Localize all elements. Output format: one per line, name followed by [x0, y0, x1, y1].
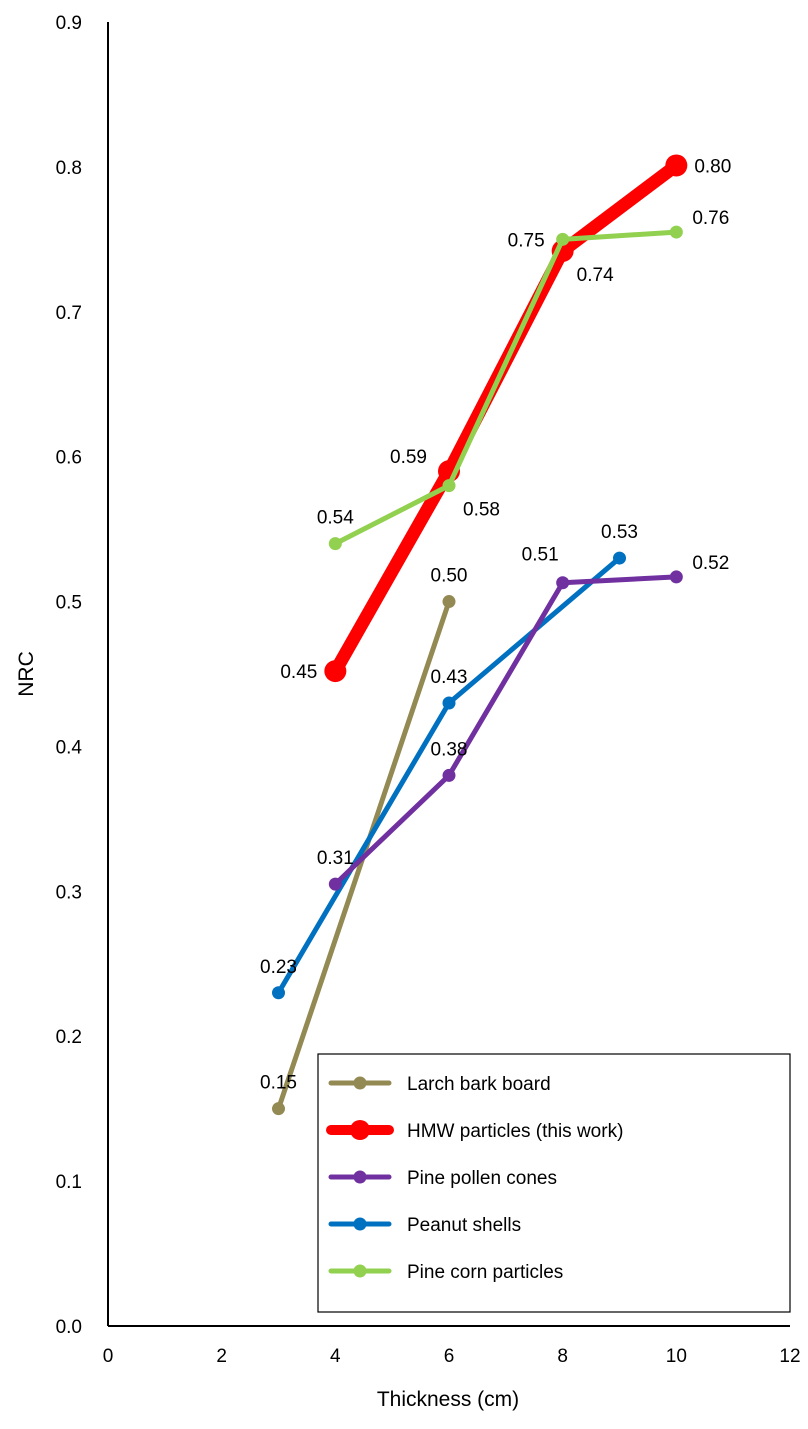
x-tick-label: 12: [779, 1346, 800, 1367]
legend-label: Pine pollen cones: [407, 1168, 557, 1189]
series-line: [332, 574, 679, 887]
data-label: 0.80: [694, 156, 731, 177]
series-line: [332, 229, 679, 547]
x-tick-label: 10: [666, 1346, 687, 1367]
x-tick-label: 4: [330, 1346, 341, 1367]
data-point: [556, 576, 570, 590]
data-labels: 0.15 0.50 0.45 0.59 0.74 0.80 0.31 0.38 0.51 0.52…: [260, 156, 731, 1093]
legend-label: HMW particles (this work): [407, 1121, 623, 1142]
data-label: 0.51: [522, 545, 559, 566]
legend-swatch-marker: [353, 1217, 367, 1231]
series-pine-pollen-cones: [328, 570, 683, 891]
data-point: [669, 225, 683, 239]
legend-item-hmw-particles-this-work: HMW particles (this work): [326, 1120, 623, 1142]
y-tick-label: 0.6: [56, 448, 82, 469]
y-tick-label: 0.8: [56, 158, 82, 179]
series-line: [328, 158, 683, 678]
y-tick-label: 0.7: [56, 303, 82, 324]
data-label: 0.59: [390, 447, 427, 468]
y-tick-label: 0.1: [56, 1172, 82, 1193]
legend-box: [317, 1053, 791, 1313]
y-tick-label: 0.4: [56, 737, 83, 758]
y-tick-label: 0.3: [56, 882, 82, 903]
legend-swatch-marker: [350, 1120, 370, 1140]
data-label: 0.52: [692, 553, 729, 574]
legend-label: Larch bark board: [407, 1074, 551, 1095]
y-tick-label: 0.9: [56, 13, 82, 34]
data-label: 0.53: [601, 522, 638, 543]
x-axis-title: Thickness (cm): [377, 1388, 519, 1411]
x-tick-label: 6: [444, 1346, 455, 1367]
data-label: 0.54: [317, 508, 354, 529]
data-label: 0.45: [280, 662, 317, 683]
data-point: [442, 595, 456, 609]
data-label: 0.74: [577, 265, 614, 286]
legend: Larch bark board HMW particles (this work…: [317, 1053, 791, 1313]
series-pine-corn-particles: [328, 225, 683, 551]
data-label: 0.31: [317, 848, 354, 869]
x-tick-label: 0: [103, 1346, 114, 1367]
data-label: 0.50: [431, 566, 468, 587]
x-tick-label: 2: [216, 1346, 227, 1367]
x-tick-label: 8: [557, 1346, 568, 1367]
y-tick-label: 0.0: [56, 1317, 82, 1338]
data-label: 0.23: [260, 957, 297, 978]
data-label: 0.43: [431, 667, 468, 688]
data-point: [556, 232, 570, 246]
data-point: [442, 696, 456, 710]
y-axis-title: NRC: [15, 651, 38, 697]
data-label: 0.76: [692, 208, 729, 229]
data-label: 0.58: [463, 500, 500, 521]
legend-item-pine-pollen-cones: Pine pollen cones: [328, 1168, 557, 1189]
data-point: [328, 537, 342, 551]
y-tick-label: 0.5: [56, 593, 82, 614]
data-point: [665, 154, 688, 177]
legend-label: Pine corn particles: [407, 1262, 563, 1283]
legend-swatch-marker: [353, 1076, 367, 1090]
legend-label: Peanut shells: [407, 1215, 521, 1236]
data-point: [272, 1102, 285, 1116]
data-point: [272, 986, 285, 1000]
series-layer: [272, 154, 688, 1116]
data-point: [442, 768, 456, 782]
data-label: 0.75: [508, 230, 545, 251]
series-peanut-shells: [272, 551, 626, 1000]
data-label: 0.15: [260, 1073, 297, 1094]
data-point: [442, 479, 456, 493]
legend-item-larch-bark-board: Larch bark board: [328, 1074, 551, 1095]
data-point: [669, 570, 683, 584]
data-label: 0.38: [431, 739, 468, 760]
axes: 0.0 0.1 0.2 0.3 0.4 0.5 0.6 0.7 0.8 0.9 0 2 4 6 8 10 12 T…: [15, 13, 801, 1411]
legend-item-peanut-shells: Peanut shells: [328, 1215, 521, 1236]
legend-swatch-marker: [353, 1264, 367, 1278]
legend-swatch-marker: [353, 1170, 367, 1184]
data-point: [324, 660, 347, 683]
legend-item-pine-corn-particles: Pine corn particles: [328, 1262, 563, 1283]
data-point: [613, 551, 626, 565]
y-tick-label: 0.2: [56, 1027, 82, 1048]
data-point: [328, 877, 342, 891]
